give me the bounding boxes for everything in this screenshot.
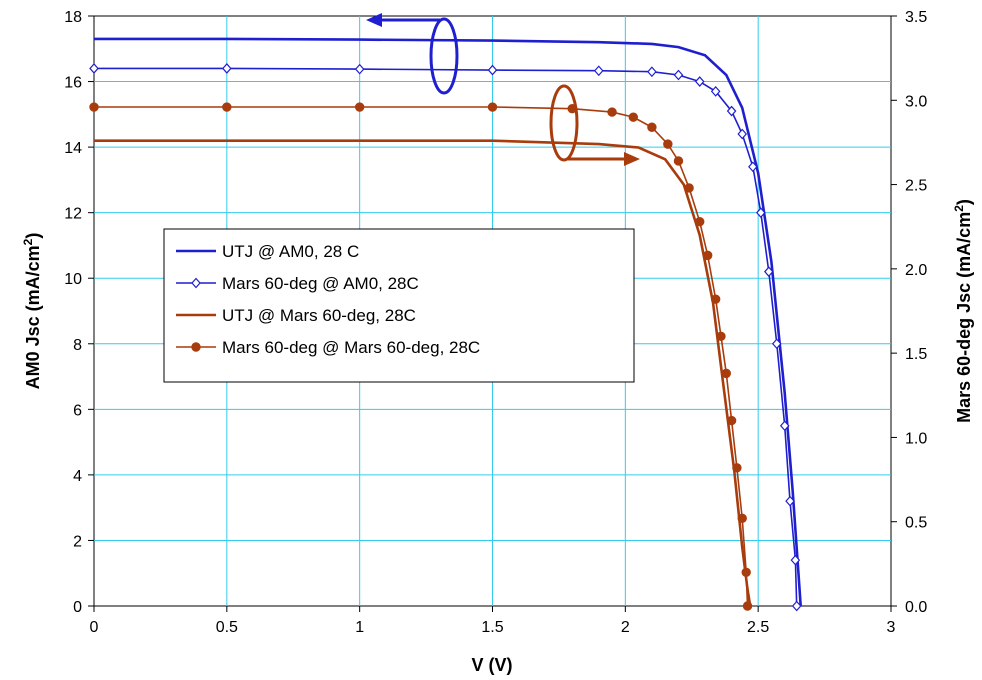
x-tick-label: 1.5 (481, 619, 503, 636)
x-tick-label: 0 (90, 619, 99, 636)
legend-marker (191, 277, 201, 289)
data-point (684, 183, 694, 193)
y-left-tick-label: 12 (64, 206, 82, 223)
brown-ellipse (549, 84, 579, 162)
y-left-tick-label: 10 (64, 271, 82, 288)
y-left-tick-label: 0 (73, 599, 82, 616)
legend-box (163, 228, 635, 383)
legend-marker (191, 342, 201, 352)
x-tick-label: 0.5 (216, 619, 238, 636)
blue-ellipse (429, 17, 459, 95)
data-point (771, 338, 782, 350)
data-point (779, 420, 790, 432)
legend-label: UTJ @ AM0, 28 C (222, 242, 359, 261)
y-right-tick-label: 1.5 (905, 346, 927, 363)
data-point (607, 107, 617, 117)
legend-item: Mars 60-deg @ AM0, 28C (176, 274, 419, 293)
data-point (741, 567, 751, 577)
y-left-tick-label: 16 (64, 75, 82, 92)
data-point (790, 554, 801, 566)
data-point (710, 294, 721, 304)
x-tick-label: 3 (887, 619, 896, 636)
legend: UTJ @ AM0, 28 C Mars 60-deg @ AM0, 28C UTJ… (163, 228, 635, 383)
data-point (647, 66, 657, 78)
y-right-tick-label: 3.5 (905, 9, 927, 26)
data-point (593, 65, 604, 77)
data-point (702, 250, 713, 261)
y-left-axis-title: AM0 Jsc (mA/cm2) (21, 233, 43, 390)
data-point (628, 112, 639, 122)
data-point (791, 600, 802, 612)
series-line (94, 37, 802, 607)
series-1 (94, 37, 802, 607)
data-point (726, 105, 737, 117)
data-point (89, 102, 99, 112)
y-right-tick-label: 0.5 (905, 515, 927, 532)
data-point (756, 207, 766, 219)
y-left-tick-label: 6 (73, 402, 82, 419)
data-point (354, 102, 365, 112)
x-tick-label: 2 (621, 619, 630, 636)
data-point (673, 156, 684, 166)
legend-item: Mars 60-deg @ Mars 60-deg, 28C (176, 338, 480, 357)
data-point (721, 368, 731, 379)
data-point (222, 63, 232, 74)
legend-item: UTJ @ Mars 60-deg, 28C (176, 306, 416, 325)
data-point (487, 64, 498, 76)
x-tick-label: 2.5 (747, 619, 769, 636)
x-axis-title: V (V) (471, 655, 512, 675)
legend-label: Mars 60-deg @ AM0, 28C (222, 274, 419, 293)
data-point (742, 601, 753, 611)
y-left-tick-label: 2 (73, 533, 82, 550)
data-point (726, 415, 737, 426)
data-point (748, 161, 758, 173)
data-point (663, 139, 673, 149)
data-point (737, 513, 747, 524)
y-left-tick-label: 8 (73, 337, 82, 354)
data-point (487, 102, 498, 112)
data-point (695, 216, 705, 227)
series-2 (89, 63, 802, 612)
left-axis-annotation (366, 13, 459, 95)
legend-label: UTJ @ Mars 60-deg, 28C (222, 306, 416, 325)
data-point (737, 128, 748, 140)
axes: 0 0.5 1 1.5 2 2.5 3 0 2 4 6 8 10 12 14 16 18 0.0 0.5 1.0 1.5… (64, 9, 927, 636)
legend-label: Mars 60-deg @ Mars 60-deg, 28C (222, 338, 480, 357)
y-left-tick-label: 14 (64, 140, 82, 157)
data-point (716, 331, 726, 341)
y-right-axis-title: Mars 60-deg Jsc (mA/cm2) (952, 199, 974, 423)
x-tick-label: 1 (355, 619, 364, 636)
y-right-tick-label: 0.0 (905, 599, 927, 616)
y-right-tick-label: 2.0 (905, 262, 927, 279)
y-left-tick-label: 18 (64, 9, 82, 26)
y-right-tick-label: 1.0 (905, 430, 927, 447)
data-point (222, 102, 232, 112)
y-left-tick-label: 4 (73, 468, 82, 485)
data-point (710, 85, 721, 97)
data-point (673, 69, 684, 81)
data-point (354, 63, 365, 75)
data-point (785, 495, 795, 507)
data-point (732, 463, 742, 473)
y-right-tick-label: 2.5 (905, 178, 927, 195)
series-layer (89, 37, 802, 612)
blue-arrow-head (366, 13, 382, 27)
legend-item: UTJ @ AM0, 28 C (176, 242, 359, 261)
brown-arrow-head (624, 152, 640, 166)
data-point (647, 122, 657, 132)
y-right-tick-label: 3.0 (905, 93, 927, 110)
data-point (89, 63, 99, 74)
data-point (763, 266, 774, 278)
right-axis-annotation (549, 84, 640, 166)
data-point (694, 76, 705, 87)
